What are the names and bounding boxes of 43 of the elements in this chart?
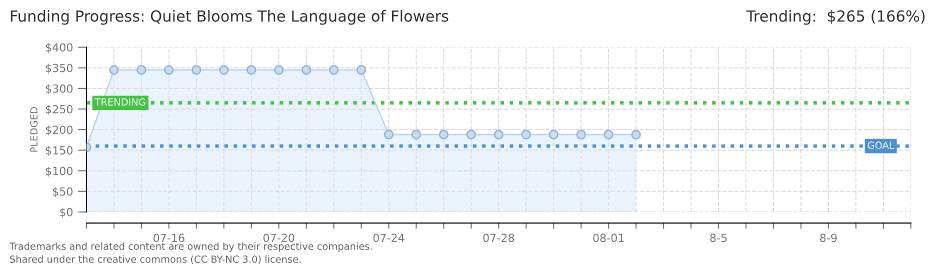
- point: [466, 130, 476, 140]
- ref-line-label: GOAL: [868, 142, 894, 149]
- point: [384, 130, 394, 140]
- point: [136, 65, 146, 75]
- y-tick-label: $350: [46, 64, 73, 74]
- x-tick-label: 8-5: [710, 234, 727, 242]
- y-tick-label: $50: [53, 187, 73, 198]
- y-tick-label: $0: [60, 208, 73, 218]
- x-tick-label: 07-20: [263, 234, 294, 242]
- point: [356, 65, 366, 75]
- point: [109, 65, 119, 75]
- x-tick-label: 08-01: [593, 234, 624, 242]
- point: [301, 65, 312, 75]
- chart-subtitle: Trending: $265 (166%): [746, 10, 925, 25]
- point: [192, 65, 202, 75]
- y-tick-label: $200: [46, 125, 73, 136]
- x-tick-label: 07-28: [483, 234, 514, 242]
- chart-title: Funding Progress: Quiet Blooms The Language of Flowers: [10, 10, 448, 25]
- point: [438, 130, 449, 140]
- point: [411, 130, 422, 140]
- y-tick-label: $300: [46, 84, 73, 94]
- point: [604, 130, 614, 140]
- y-tick-label: $250: [46, 104, 73, 115]
- point: [219, 65, 229, 75]
- point: [494, 130, 504, 140]
- y-tick-label: $400: [46, 43, 73, 54]
- point: [274, 65, 284, 75]
- point: [521, 130, 532, 140]
- text: Shared under the creative commons (CC BY-NC 3.0) license.: [10, 255, 301, 264]
- y-axis-title: PLEDGED: [30, 107, 38, 152]
- text: Trademarks and related content are owned by their respective companies.: [9, 242, 372, 252]
- y-tick-label: $150: [46, 146, 73, 156]
- point: [164, 65, 174, 75]
- x-tick-label: 07-24: [373, 234, 404, 242]
- point: [576, 130, 586, 140]
- ref-line-label: TRENDING: [94, 98, 146, 106]
- y-tick-label: $100: [46, 166, 73, 177]
- point: [548, 130, 558, 140]
- point: [328, 65, 339, 75]
- x-tick-label: 07-16: [154, 234, 184, 242]
- point: [631, 130, 641, 140]
- x-tick-label: 8-9: [820, 234, 837, 242]
- point: [246, 65, 256, 75]
